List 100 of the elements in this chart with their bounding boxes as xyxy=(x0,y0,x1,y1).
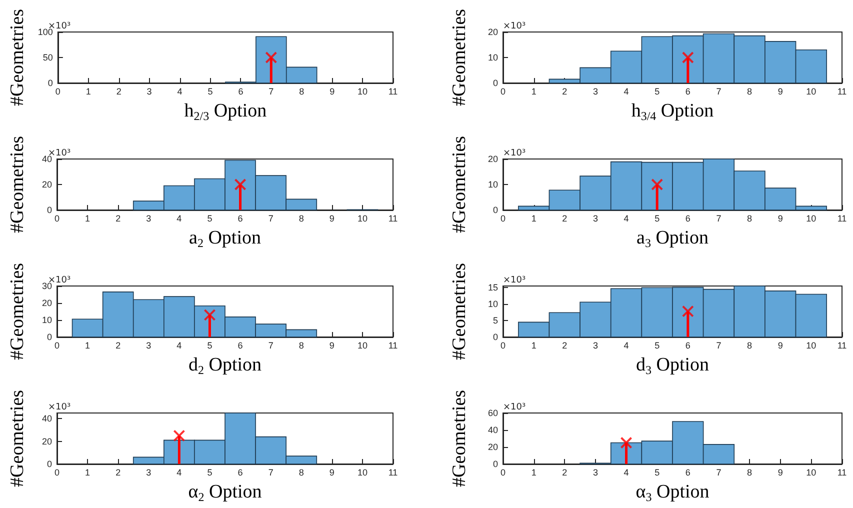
x-tick-label: 6 xyxy=(685,86,690,96)
x-tick-label: 10 xyxy=(357,340,368,350)
y-axis-title: #Geometries xyxy=(449,262,470,360)
text: ×10³ xyxy=(48,402,71,412)
x-tick-label: 4 xyxy=(624,86,629,96)
x-tick-label: 3 xyxy=(146,468,152,478)
y-tick-label: 40 xyxy=(42,414,52,424)
y-tick-label: 0 xyxy=(46,205,52,215)
y-tick-label: 30 xyxy=(42,281,52,291)
x-tick-label: 6 xyxy=(238,214,243,224)
y-axis-title: #Geometries xyxy=(449,136,470,234)
x-tick-label: 7 xyxy=(716,86,722,96)
x-tick-label: 4 xyxy=(177,86,182,96)
x-tick-label: 2 xyxy=(116,214,121,224)
y-tick-label: 0 xyxy=(492,332,498,342)
x-tick-label: 8 xyxy=(747,86,752,96)
y-tick-label: 20 xyxy=(42,180,52,190)
x-tick-label: 11 xyxy=(388,340,398,350)
x-tick-label: 11 xyxy=(388,468,398,478)
x-tick-label: 10 xyxy=(806,340,816,350)
x-tick-label: 10 xyxy=(358,86,368,96)
y-tick-label: 0 xyxy=(46,332,52,342)
x-tick-label: 9 xyxy=(329,468,334,478)
text: ×10³ xyxy=(503,148,526,158)
x-tick-label: 1 xyxy=(531,340,536,350)
y-tick-label: 60 xyxy=(488,408,498,418)
x-tick-label: 4 xyxy=(176,340,182,350)
y-tick-label: 20 xyxy=(488,442,498,452)
text: ×10³ xyxy=(503,276,526,286)
x-tick-label: 11 xyxy=(837,468,847,478)
y-tick-label: 10 xyxy=(42,315,52,325)
x-tick-label: 5 xyxy=(654,214,660,224)
x-tick-label: 10 xyxy=(806,214,816,224)
x-tick-label: 9 xyxy=(329,214,334,224)
y-axis-title: #Geometries xyxy=(7,8,28,106)
y-tick-label: 20 xyxy=(42,298,52,308)
x-tick-label: 7 xyxy=(268,86,274,96)
x-tick-label: 2 xyxy=(562,468,568,478)
x-tick-label: 0 xyxy=(55,86,60,96)
x-tick-label: 4 xyxy=(176,214,182,224)
y-tick-label: 10 xyxy=(488,299,498,310)
y-tick-label: 20 xyxy=(42,436,52,446)
y-tick-label: 20 xyxy=(488,27,498,37)
y-tick-label: 0 xyxy=(48,78,53,88)
x-tick-label: 9 xyxy=(778,468,783,478)
x-tick-label: 10 xyxy=(806,86,816,96)
x-tick-label: 5 xyxy=(654,468,660,478)
x-tick-label: 0 xyxy=(500,214,506,224)
x-tick-label: 0 xyxy=(54,468,60,478)
y-tick-label: 40 xyxy=(488,425,498,435)
x-tick-label: 6 xyxy=(238,86,244,96)
x-tick-label: 10 xyxy=(357,214,368,224)
x-tick-label: 0 xyxy=(54,214,60,224)
x-tick-label: 11 xyxy=(388,86,398,96)
x-tick-label: 11 xyxy=(388,214,398,224)
y-tick-label: 0 xyxy=(492,78,498,88)
x-tick-label: 8 xyxy=(298,340,304,350)
x-tick-label: 2 xyxy=(116,468,121,478)
x-tick-label: 8 xyxy=(298,468,304,478)
text: ×10³ xyxy=(503,22,526,32)
x-tick-label: 2 xyxy=(562,214,568,224)
y-tick-label: 50 xyxy=(42,52,53,62)
x-tick-label: 3 xyxy=(592,86,598,96)
y-tick-label: 15 xyxy=(488,282,498,293)
x-tick-label: 0 xyxy=(54,340,60,350)
x-tick-label: 0 xyxy=(500,86,506,96)
x-tick-label: 10 xyxy=(357,468,368,478)
y-axis-title: #Geometries xyxy=(7,136,28,234)
x-tick-label: 11 xyxy=(837,214,847,224)
x-tick-label: 9 xyxy=(778,214,783,224)
x-tick-label: 7 xyxy=(268,340,274,350)
x-tick-label: 3 xyxy=(592,340,598,350)
x-tick-label: 5 xyxy=(654,340,660,350)
x-tick-label: 0 xyxy=(500,468,506,478)
x-tick-label: 3 xyxy=(146,214,152,224)
y-tick-label: 0 xyxy=(492,459,498,469)
x-tick-label: 1 xyxy=(531,214,536,224)
x-tick-label: 8 xyxy=(747,468,752,478)
x-tick-label: 6 xyxy=(685,340,690,350)
x-tick-label: 11 xyxy=(837,86,847,96)
x-tick-label: 9 xyxy=(778,86,783,96)
y-tick-label: 0 xyxy=(46,459,52,469)
x-tick-label: 6 xyxy=(685,214,690,224)
x-tick-label: 11 xyxy=(837,340,847,350)
x-tick-label: 7 xyxy=(716,214,722,224)
x-tick-label: 9 xyxy=(330,86,335,96)
x-tick-label: 3 xyxy=(592,468,598,478)
x-tick-label: 8 xyxy=(299,86,304,96)
x-tick-label: 6 xyxy=(238,340,243,350)
x-tick-label: 3 xyxy=(146,86,152,96)
y-tick-label: 5 xyxy=(492,316,498,326)
y-axis-title: #Geometries xyxy=(449,8,470,106)
x-tick-label: 10 xyxy=(806,468,816,478)
x-tick-label: 5 xyxy=(654,86,660,96)
x-tick-label: 2 xyxy=(562,86,568,96)
x-tick-label: 1 xyxy=(531,468,536,478)
x-tick-label: 8 xyxy=(747,214,752,224)
x-tick-label: 5 xyxy=(207,214,212,224)
x-tick-label: 6 xyxy=(238,468,243,478)
x-tick-label: 7 xyxy=(268,468,274,478)
